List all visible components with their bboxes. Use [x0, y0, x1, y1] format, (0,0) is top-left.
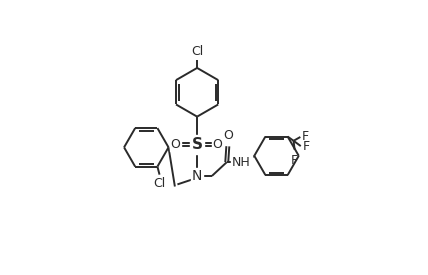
- Text: O: O: [212, 138, 222, 151]
- Text: F: F: [302, 130, 309, 144]
- Text: Cl: Cl: [153, 177, 166, 190]
- Text: NH: NH: [232, 156, 251, 169]
- Text: N: N: [192, 169, 202, 183]
- Text: Cl: Cl: [191, 45, 203, 58]
- Text: F: F: [303, 140, 309, 153]
- Text: O: O: [223, 130, 233, 142]
- Text: O: O: [171, 138, 181, 151]
- Text: F: F: [291, 154, 298, 167]
- Text: S: S: [192, 137, 202, 152]
